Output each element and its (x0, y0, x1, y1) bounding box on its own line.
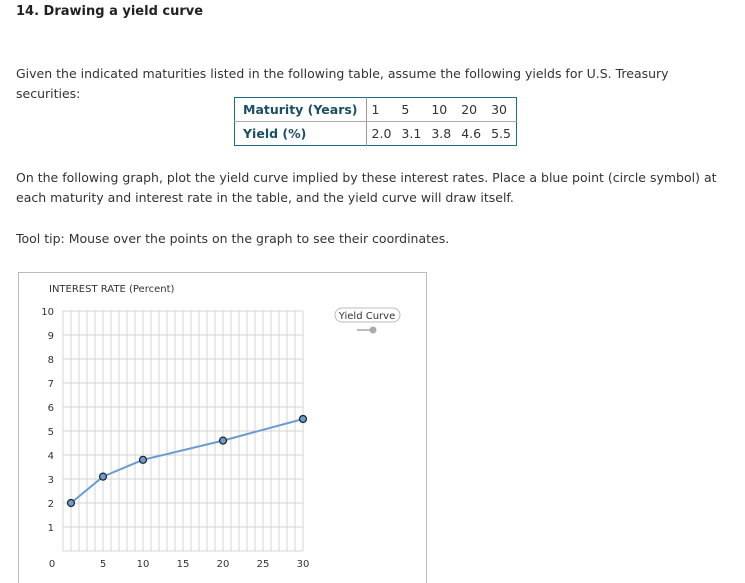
x-tick-label: 10 (137, 559, 150, 570)
x-tick-label: 5 (100, 559, 106, 570)
cell: 5.5 (491, 126, 511, 141)
row-label: Maturity (Years) (234, 97, 367, 122)
x-tick-label: 30 (297, 559, 310, 570)
cell: 3.1 (401, 126, 422, 141)
yield-row: Yield (%) 2.0 3.1 3.8 4.6 5.5 (234, 121, 517, 146)
cell: 5 (396, 97, 427, 122)
y-tick-label: 9 (48, 331, 54, 342)
chart-frame (18, 272, 427, 583)
cell: 3.8 (431, 126, 452, 141)
data-point[interactable] (298, 414, 308, 424)
yield-curve-line (70, 418, 304, 504)
y-tick-label: 1 (48, 523, 54, 534)
y-axis-title: INTEREST RATE (Percent) (49, 284, 174, 295)
data-point[interactable] (218, 436, 228, 445)
data-point[interactable] (138, 455, 148, 464)
cell: 30 (486, 97, 517, 122)
cell: 4.6 (461, 126, 482, 141)
y-tick-label: 5 (48, 427, 54, 438)
y-tick-label: 2 (48, 499, 54, 510)
x-tick-label: 0 (49, 559, 55, 570)
y-tick-label: 8 (48, 355, 54, 366)
maturity-row: Maturity (Years) 1 5 10 20 30 (234, 97, 517, 122)
y-tick-label: 7 (48, 379, 54, 390)
cell: 1 (366, 97, 397, 122)
cell: 10 (426, 97, 457, 122)
cell: 2.0 (371, 126, 392, 141)
x-tick-label: 20 (217, 559, 230, 570)
instructions-text: On the following graph, plot the yield c… (16, 170, 717, 205)
x-tick-label: 15 (177, 559, 190, 570)
y-tick-label: 10 (41, 307, 54, 318)
yield-table: Maturity (Years) 1 5 10 20 30 Yield (%) 2.0 3… (234, 97, 517, 146)
question-title: 14. Drawing a yield curve (16, 4, 204, 19)
y-tick-label: 6 (48, 403, 54, 414)
tooltip-text: Tool tip: Mouse over the points on the g… (16, 231, 450, 246)
data-point[interactable] (66, 498, 76, 508)
legend-label: Yield Curve (338, 311, 396, 322)
data-point[interactable] (98, 472, 108, 481)
cell: 20 (456, 97, 487, 122)
y-tick-label: 3 (48, 475, 54, 486)
legend-box (334, 307, 401, 323)
legend-point-icon (369, 326, 377, 334)
y-tick-label: 4 (48, 451, 54, 462)
intro-text: Given the indicated maturities listed in… (16, 66, 669, 101)
row-label: Yield (%) (234, 121, 367, 146)
x-tick-label: 25 (257, 559, 270, 570)
